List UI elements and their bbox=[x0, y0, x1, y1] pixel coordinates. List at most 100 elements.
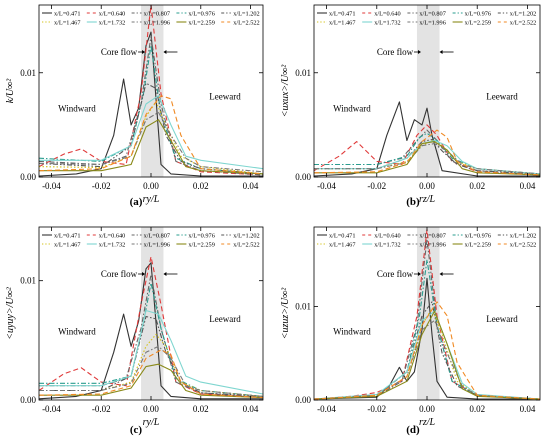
x-tick-label: -0.04 bbox=[317, 181, 336, 191]
series-line bbox=[39, 363, 264, 399]
panel-d: -0.04 -0.02 0.00 0.02 0.04 0.00 0.01 <uzuz>/U∞²… bbox=[280, 226, 541, 436]
y-tick-label: 0.00 bbox=[20, 395, 36, 405]
legend-entry: x/L=1.732 bbox=[374, 242, 400, 249]
legend-entry: x/L=0.640 bbox=[99, 233, 125, 240]
series-line bbox=[38, 45, 264, 175]
y-axis-label: k/U∞² bbox=[5, 78, 16, 104]
series-line bbox=[39, 315, 264, 397]
legend-entry: x/L=1.996 bbox=[144, 242, 170, 249]
x-tick-label: 0.02 bbox=[193, 404, 209, 414]
windward-label: Windward bbox=[333, 104, 371, 114]
arrow-head-icon bbox=[142, 50, 146, 54]
y-axis-label: <uzuz>/U∞² bbox=[280, 287, 291, 339]
x-tick-label: 0.04 bbox=[520, 181, 536, 191]
legend-entry: x/L=2.522 bbox=[233, 20, 259, 27]
panel-c: -0.04 -0.02 0.00 0.02 0.04 0.00 0.01 <uyuy>/U∞²… bbox=[5, 226, 264, 436]
legend-entry: x/L=0.807 bbox=[144, 233, 170, 240]
legend-entry: x/L=0.807 bbox=[144, 11, 170, 18]
panel-label: (c) bbox=[130, 424, 143, 436]
panel-label: (d) bbox=[406, 424, 420, 436]
legend-entry: x/L=0.640 bbox=[374, 11, 400, 18]
core-flow-label: Core flow bbox=[377, 47, 414, 57]
y-axis-label: <uxux>/U∞² bbox=[280, 64, 291, 118]
panel-b: -0.04 -0.02 0.00 0.02 0.04 0.00 0.01 <uxux>/U∞²… bbox=[280, 4, 541, 208]
core-flow-band bbox=[141, 227, 164, 400]
legend-entry: x/L=1.467 bbox=[54, 20, 80, 27]
series-line bbox=[38, 111, 264, 173]
x-tick-label: 0.00 bbox=[143, 181, 159, 191]
legend-entry: x/L=2.259 bbox=[465, 242, 491, 249]
core-flow-band bbox=[416, 5, 440, 177]
leeward-label: Leeward bbox=[209, 92, 241, 102]
arrow-head-icon bbox=[439, 272, 443, 276]
series-line bbox=[38, 349, 264, 399]
legend-entry: x/L=0.640 bbox=[374, 233, 400, 240]
x-tick-label: 0.00 bbox=[419, 181, 435, 191]
y-tick-label: 0.00 bbox=[295, 395, 311, 405]
x-axis-label: ry/L bbox=[143, 194, 160, 205]
legend-entry: x/L=2.522 bbox=[510, 242, 536, 249]
legend-entry: x/L=1.202 bbox=[510, 233, 536, 240]
series-line bbox=[313, 301, 541, 400]
arrow-head-icon bbox=[163, 272, 167, 276]
y-axis-label: <uyuy>/U∞² bbox=[5, 286, 16, 340]
legend-entry: x/L=1.467 bbox=[329, 20, 355, 27]
legend-entry: x/L=0.471 bbox=[329, 11, 355, 18]
legend-entry: x/L=2.259 bbox=[465, 20, 491, 27]
panel-label: (a) bbox=[130, 196, 143, 208]
x-tick-label: 0.00 bbox=[419, 404, 435, 414]
x-axis-label: rz/L bbox=[419, 194, 436, 205]
series-line bbox=[313, 129, 541, 176]
leeward-label: Leeward bbox=[486, 92, 518, 102]
leeward-label: Leeward bbox=[209, 314, 241, 324]
x-tick-label: -0.02 bbox=[92, 181, 111, 191]
series-line bbox=[39, 345, 264, 397]
series-line bbox=[39, 309, 264, 395]
arrow-head-icon bbox=[142, 272, 146, 276]
panel-a: -0.04 -0.02 0.00 0.02 0.04 0.00 0.01 k/U∞² ry/L(… bbox=[5, 4, 264, 208]
series-line bbox=[39, 95, 264, 170]
y-tick-label: 0.01 bbox=[295, 68, 311, 78]
leeward-label: Leeward bbox=[486, 314, 518, 324]
legend-entry: x/L=2.522 bbox=[510, 20, 536, 27]
series-line bbox=[38, 262, 263, 400]
legend-entry: x/L=0.976 bbox=[465, 233, 491, 240]
series-line bbox=[314, 139, 541, 175]
arrow-head-icon bbox=[417, 272, 421, 276]
legend-entry: x/L=1.202 bbox=[510, 11, 536, 18]
legend-entry: x/L=0.976 bbox=[465, 11, 491, 18]
legend-entry: x/L=1.996 bbox=[419, 242, 445, 249]
x-tick-label: 0.00 bbox=[143, 404, 159, 414]
legend-entry: x/L=1.202 bbox=[233, 11, 259, 18]
series-line bbox=[38, 95, 264, 175]
legend-entry: x/L=1.732 bbox=[99, 20, 125, 27]
legend-entry: x/L=1.732 bbox=[99, 242, 125, 249]
x-tick-label: 0.04 bbox=[243, 181, 259, 191]
series-line bbox=[313, 301, 541, 400]
legend-entry: x/L=0.640 bbox=[99, 11, 125, 18]
x-tick-label: -0.04 bbox=[317, 404, 336, 414]
x-tick-label: -0.02 bbox=[367, 404, 386, 414]
x-tick-label: 0.04 bbox=[243, 404, 259, 414]
series-line bbox=[38, 256, 264, 399]
y-tick-label: 0.00 bbox=[295, 172, 311, 182]
x-tick-label: 0.04 bbox=[520, 404, 536, 414]
legend-entry: x/L=0.976 bbox=[188, 233, 214, 240]
y-tick-label: 0.01 bbox=[295, 301, 311, 311]
series-line bbox=[313, 124, 541, 176]
legend-entry: x/L=0.807 bbox=[419, 233, 445, 240]
y-tick-label: 0.01 bbox=[20, 68, 36, 78]
windward-label: Windward bbox=[333, 326, 371, 336]
legend-entry: x/L=1.467 bbox=[329, 242, 355, 249]
legend-entry: x/L=1.467 bbox=[54, 242, 80, 249]
arrow-head-icon bbox=[163, 50, 167, 54]
x-axis-label: ry/L bbox=[143, 417, 160, 428]
x-tick-label: 0.02 bbox=[469, 404, 485, 414]
legend-entry: x/L=1.202 bbox=[233, 233, 259, 240]
legend-entry: x/L=1.996 bbox=[419, 20, 445, 27]
x-axis-label: rz/L bbox=[419, 417, 436, 428]
x-tick-label: -0.02 bbox=[92, 404, 111, 414]
windward-label: Windward bbox=[58, 104, 96, 114]
legend-entry: x/L=2.522 bbox=[233, 242, 259, 249]
windward-label: Windward bbox=[58, 326, 96, 336]
